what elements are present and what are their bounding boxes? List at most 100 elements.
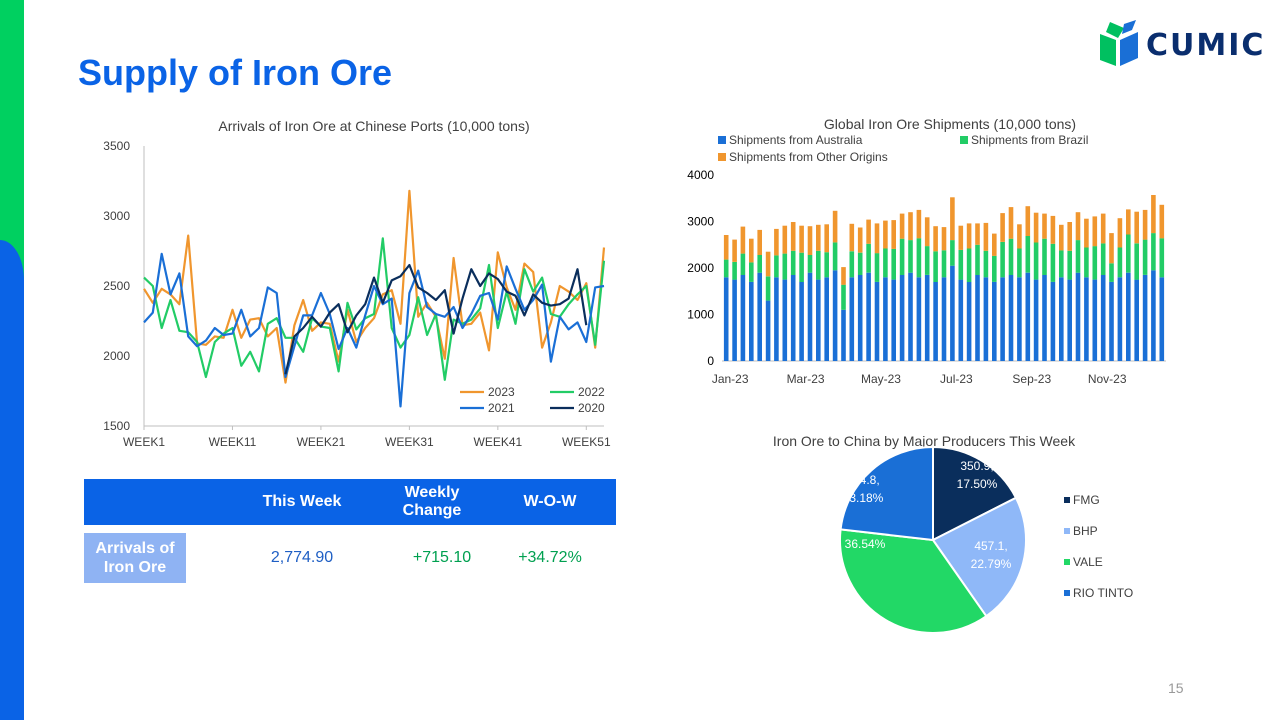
- bar-chart-x-tick-label: Mar-23: [787, 372, 825, 386]
- bar-segment: [1109, 281, 1114, 361]
- bar-segment: [1025, 206, 1031, 236]
- bar-segment: [1042, 238, 1047, 275]
- bar-segment: [883, 277, 888, 361]
- bar-segment: [799, 281, 804, 361]
- legend-label-2020: 2020: [578, 401, 605, 415]
- bar-segment: [992, 255, 997, 282]
- bar-chart-legend: Shipments from Australia Shipments from B…: [718, 133, 1088, 164]
- bar-segment: [883, 248, 888, 278]
- line-chart-y-tick-label: 3500: [103, 139, 130, 153]
- bar-segment: [1042, 275, 1047, 361]
- bar-segment: [1151, 233, 1156, 271]
- side-accent-blue: [0, 240, 24, 720]
- bar-segment: [799, 252, 804, 282]
- line-series-2020: [284, 263, 588, 375]
- bar-segment: [1042, 213, 1047, 239]
- bar-segment: [849, 251, 855, 278]
- bar-segment: [1075, 240, 1081, 273]
- line-chart-x-tick-label: WEEK1: [123, 435, 165, 449]
- bar-segment: [1017, 248, 1022, 278]
- pie-legend-swatch: [1064, 497, 1070, 503]
- bar-segment: [1126, 209, 1131, 235]
- bar-segment: [866, 243, 871, 273]
- pie-data-label: 464.8,: [846, 473, 879, 487]
- bar-segment: [1159, 204, 1165, 239]
- bar-segment: [1033, 212, 1039, 243]
- bar-segment: [732, 239, 737, 262]
- bar-segment: [1092, 279, 1098, 361]
- bar-segment: [1151, 270, 1156, 361]
- bar-segment: [1059, 277, 1064, 361]
- bar-segment: [950, 197, 955, 241]
- bar-segment: [1142, 209, 1148, 240]
- bar-segment: [950, 265, 955, 361]
- bar-segment: [816, 224, 821, 251]
- bar-segment: [765, 276, 771, 301]
- bar-chart-title: Global Iron Ore Shipments (10,000 tons): [824, 116, 1076, 132]
- bar-legend-swatch: [718, 136, 726, 144]
- bar-segment: [1075, 212, 1081, 241]
- line-chart-x-tick-label: WEEK41: [474, 435, 523, 449]
- bar-segment: [841, 309, 846, 361]
- bar-segment: [1084, 218, 1089, 248]
- bar-segment: [1100, 243, 1106, 275]
- bar-segment: [723, 235, 729, 260]
- bar-segment: [749, 262, 754, 282]
- bar-segment: [866, 219, 871, 244]
- bar-segment: [799, 225, 804, 253]
- bar-segment: [1100, 213, 1106, 244]
- bar-segment: [824, 277, 829, 361]
- bar-segment: [1142, 275, 1148, 361]
- bar-segment: [958, 279, 964, 361]
- bar-segment: [857, 275, 863, 361]
- bar-segment: [874, 253, 880, 282]
- bar-segment: [866, 272, 871, 361]
- pie-legend-swatch: [1064, 590, 1070, 596]
- pie-data-label: 36.54%: [845, 537, 886, 551]
- bar-legend-label: Shipments from Australia: [729, 133, 863, 147]
- bar-segment: [899, 238, 905, 275]
- bar-segment: [723, 277, 729, 361]
- bar-segment: [941, 277, 947, 361]
- bar-segment: [807, 272, 813, 361]
- bar-legend-label: Shipments from Brazil: [971, 133, 1088, 147]
- bar-segment: [966, 281, 972, 361]
- bar-segment: [975, 244, 980, 275]
- bar-segment: [899, 213, 905, 239]
- header-weekly-change: Weekly Change: [402, 484, 462, 519]
- bar-segment: [1134, 211, 1139, 244]
- bar-segment: [807, 255, 813, 273]
- bar-chart-y-tick-label: 2000: [687, 261, 714, 275]
- bar-segment: [832, 270, 838, 361]
- bar-segment: [992, 233, 997, 256]
- bar-segment: [832, 210, 838, 243]
- pie-chart-title: Iron Ore to China by Major Producers Thi…: [773, 433, 1076, 449]
- bar-segment: [774, 255, 779, 278]
- page-title: Supply of Iron Ore: [78, 52, 393, 93]
- bar-segment: [941, 227, 947, 251]
- bar-segment: [1000, 242, 1005, 278]
- legend-label-2021: 2021: [488, 401, 515, 415]
- bar-segment: [782, 253, 788, 280]
- bar-segment: [732, 279, 737, 361]
- bar-segment: [908, 212, 913, 241]
- bar-segment: [1092, 246, 1098, 280]
- bar-segment: [1000, 277, 1005, 361]
- row-label-arrivals: Arrivals of Iron Ore: [84, 533, 186, 583]
- bar-chart-y-tick-label: 1000: [687, 308, 714, 322]
- bar-segment: [1025, 235, 1031, 273]
- arrivals-line-chart: Arrivals of Iron Ore at Chinese Ports (1…: [103, 118, 611, 449]
- value-weekly-change: +715.10: [412, 549, 472, 566]
- line-chart-x-tick-label: WEEK11: [209, 435, 257, 449]
- bar-segment: [1134, 279, 1139, 361]
- bar-segment: [1084, 247, 1089, 278]
- bar-segment: [916, 277, 922, 361]
- bar-segment: [1117, 218, 1123, 248]
- bar-segment: [933, 226, 938, 252]
- bar-segment: [1109, 263, 1114, 282]
- bar-legend-label: Shipments from Other Origins: [729, 150, 888, 164]
- bar-segment: [1067, 250, 1072, 280]
- bar-segment: [874, 281, 880, 361]
- bar-segment: [857, 252, 863, 275]
- pie-legend-swatch: [1064, 559, 1070, 565]
